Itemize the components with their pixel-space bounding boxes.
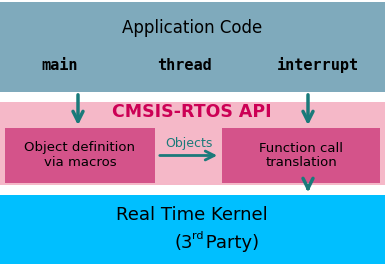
Bar [0,2,385,92]
Text: Object definition
via macros: Object definition via macros [25,142,136,169]
Text: Real Time Kernel: Real Time Kernel [116,206,268,224]
Text: (3: (3 [175,234,194,252]
Text: rd: rd [192,231,204,241]
Text: CMSIS-RTOS API: CMSIS-RTOS API [112,103,272,121]
Text: Party): Party) [200,234,259,252]
Bar [5,128,155,183]
Bar [0,102,385,185]
Text: Function call
translation: Function call translation [259,142,343,169]
Text: Objects: Objects [165,137,212,150]
Text: thread: thread [157,57,213,73]
Bar [222,128,380,183]
Text: interrupt: interrupt [277,57,359,73]
Text: main: main [42,57,78,73]
Bar [0,195,385,264]
Text: Application Code: Application Code [122,19,262,37]
